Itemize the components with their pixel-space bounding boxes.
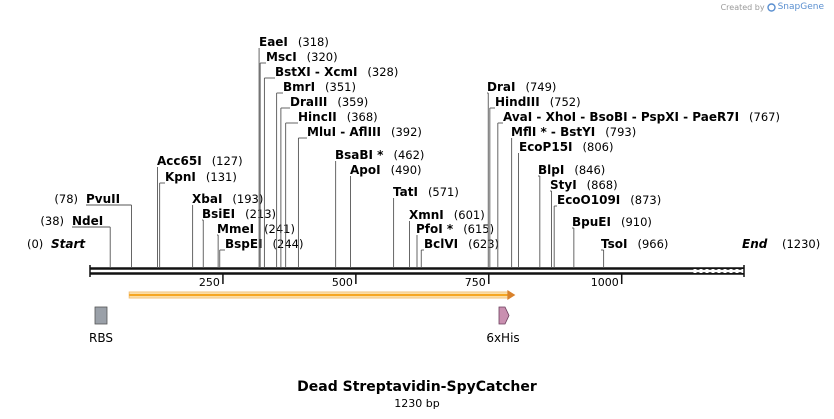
site-pos-apoi: (490) <box>391 163 422 177</box>
site-name-ecop15i[interactable]: EcoP15I <box>519 140 573 154</box>
site-name-bsiei[interactable]: BsiEI <box>202 207 235 221</box>
site-pos-styi: (868) <box>587 178 618 192</box>
site-pos-mfli-bstyi: (793) <box>605 125 636 139</box>
site-pos-tsoi: (966) <box>637 237 668 251</box>
backbone-break-segment <box>699 269 703 273</box>
orf-arrow-head <box>507 290 516 300</box>
map-title: Dead Streptavidin-SpyCatcher <box>297 379 537 395</box>
site-name-tati[interactable]: TatI <box>393 185 418 199</box>
site-name-xmni[interactable]: XmnI <box>409 208 444 222</box>
site-name-drai[interactable]: DraI <box>487 80 515 94</box>
backbone-break-segment <box>711 269 715 273</box>
marker-end: End <box>742 237 768 251</box>
marker-pos-start: (0) <box>27 237 43 251</box>
site-pos-avai-xhoi-bsobi-pspxi-paer7i: (767) <box>749 110 780 124</box>
site-name-bclvi[interactable]: BclVI <box>424 237 458 251</box>
site-pos-bclvi: (623) <box>468 237 499 251</box>
site-name-avai-xhoi-bsobi-pspxi-paer7i[interactable]: AvaI - XhoI - BsoBI - PspXI - PaeR7I <box>503 110 739 124</box>
site-pos-draiii: (359) <box>337 95 368 109</box>
credit-prefix: Created by <box>720 2 765 12</box>
site-name-xbai[interactable]: XbaI <box>192 192 222 206</box>
ruler-tick-label-1000: 1000 <box>591 276 619 289</box>
ruler-tick-label-500: 500 <box>332 276 353 289</box>
feature-label-rbs: RBS <box>89 331 113 345</box>
site-name-mlui-afliii[interactable]: MluI - AflIII <box>307 125 381 139</box>
site-name-hincii[interactable]: HincII <box>298 110 337 124</box>
site-name-bstxi-xcmi[interactable]: BstXI - XcmI <box>275 65 357 79</box>
backbone-break-segment <box>741 269 745 273</box>
site-pos-ecoo109i: (873) <box>630 193 661 207</box>
site-name-ecoo109i[interactable]: EcoO109I <box>557 193 620 207</box>
site-pos-msci: (320) <box>307 50 338 64</box>
site-pos-hincii: (368) <box>347 110 378 124</box>
site-name-pvuii[interactable]: PvuII <box>86 192 120 206</box>
backbone-fill <box>90 268 744 274</box>
site-name-eaei[interactable]: EaeI <box>259 35 288 49</box>
site-name-acc65i[interactable]: Acc65I <box>157 154 202 168</box>
site-pos-drai: (749) <box>525 80 556 94</box>
site-pos-blpi: (846) <box>574 163 605 177</box>
snapgene-credit: Created by SnapGene <box>721 2 824 12</box>
site-pos-kpni: (131) <box>206 170 237 184</box>
backbone-break-segment <box>723 269 727 273</box>
marker-start: Start <box>51 237 86 251</box>
snapgene-logo-icon <box>766 2 776 12</box>
site-pos-bspei: (244) <box>273 237 304 251</box>
backbone-break-segment <box>693 269 697 273</box>
site-pos-mlui-afliii: (392) <box>391 125 422 139</box>
site-name-draiii[interactable]: DraIII <box>290 95 327 109</box>
site-pos-acc65i: (127) <box>212 154 243 168</box>
feature-rbs[interactable] <box>94 306 108 325</box>
site-pos-mmei: (241) <box>264 222 295 236</box>
site-name-blpi[interactable]: BlpI <box>538 163 564 177</box>
site-pos-bstxi-xcmi: (328) <box>367 65 398 79</box>
marker-pos-end: (1230) <box>782 237 820 251</box>
ruler-tick-label-750: 750 <box>465 276 486 289</box>
site-name-ndei[interactable]: NdeI <box>72 214 103 228</box>
site-pos-tati: (571) <box>428 185 459 199</box>
site-name-apoi[interactable]: ApoI <box>350 163 381 177</box>
site-pos-bpuei: (910) <box>621 215 652 229</box>
ruler-tick-label-250: 250 <box>199 276 220 289</box>
backbone-break-segment <box>705 269 709 273</box>
site-pos-bsabi: (462) <box>393 148 424 162</box>
backbone-break-segment <box>717 269 721 273</box>
feature-orf-arrow[interactable] <box>128 290 516 300</box>
site-name-bpuei[interactable]: BpuEI <box>572 215 611 229</box>
site-name-pfoi[interactable]: PfoI * <box>416 222 454 236</box>
site-name-mmei[interactable]: MmeI <box>217 222 254 236</box>
site-pos-xbai: (193) <box>232 192 263 206</box>
site-pos-pfoi: (615) <box>463 222 494 236</box>
site-name-hindiii[interactable]: HindIII <box>495 95 540 109</box>
site-pos-ndei: (38) <box>40 214 64 228</box>
site-name-bmri[interactable]: BmrI <box>283 80 315 94</box>
site-name-bspei[interactable]: BspEI <box>225 237 263 251</box>
site-name-msci[interactable]: MscI <box>266 50 297 64</box>
site-pos-pvuii: (78) <box>54 192 78 206</box>
site-name-mfli-bstyi[interactable]: MflI * - BstYI <box>511 125 595 139</box>
backbone-break-segment <box>729 269 733 273</box>
site-pos-ecop15i: (806) <box>583 140 614 154</box>
feature-label-6xhis: 6xHis <box>486 331 519 345</box>
site-pos-xmni: (601) <box>454 208 485 222</box>
map-subtitle: 1230 bp <box>394 397 440 410</box>
site-pos-eaei: (318) <box>298 35 329 49</box>
site-name-styi[interactable]: StyI <box>550 178 577 192</box>
site-name-tsoi[interactable]: TsoI <box>601 237 627 251</box>
site-name-kpni[interactable]: KpnI <box>165 170 196 184</box>
backbone-break-segment <box>735 269 739 273</box>
site-pos-hindiii: (752) <box>550 95 581 109</box>
feature-6xhis[interactable] <box>498 306 510 325</box>
site-name-bsabi[interactable]: BsaBI * <box>335 148 384 162</box>
site-pos-bmri: (351) <box>325 80 356 94</box>
credit-brand: SnapGene <box>777 2 824 12</box>
